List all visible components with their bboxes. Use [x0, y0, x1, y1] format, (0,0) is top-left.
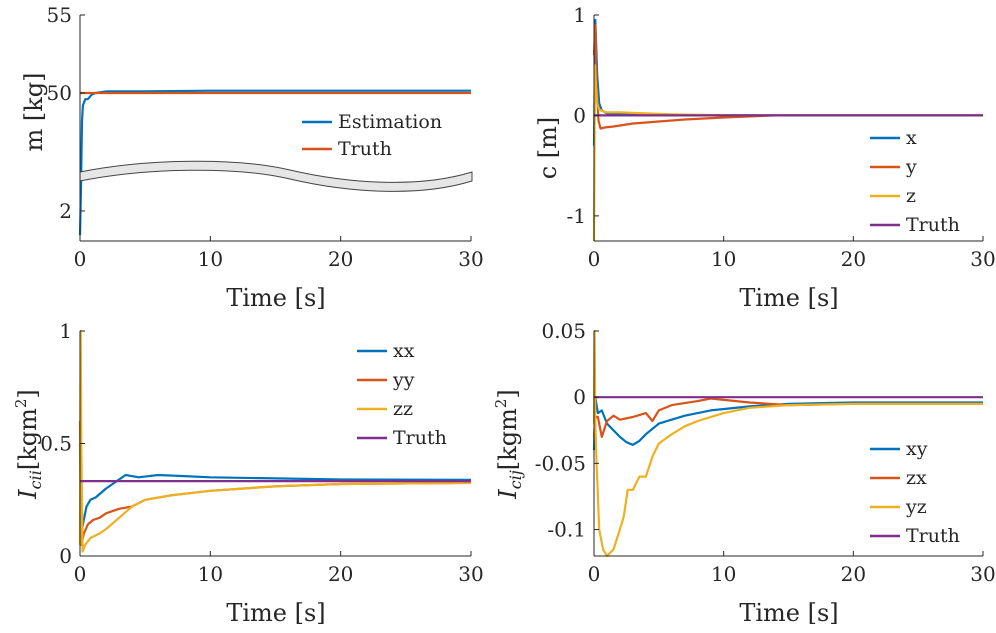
icii-y-label-sub: cii — [26, 470, 45, 489]
icij-y-label-unit: [kgm — [494, 408, 522, 470]
icij-legend-label-zx: zx — [906, 467, 927, 489]
icij-legend: xy zx yz Truth — [870, 438, 960, 547]
icij-x-ticks: 0 10 20 30 — [588, 551, 996, 586]
icii-legend-label-xx: xx — [393, 340, 415, 362]
icii-series-lines — [78, 329, 472, 553]
icij-legend-label-truth: Truth — [906, 525, 960, 547]
panel-mass: 0 10 20 30 55 50 2 Time [s] m [kg] Estimati… — [20, 3, 484, 312]
icij-xtick-30: 30 — [970, 562, 995, 586]
axis-break-band — [79, 160, 473, 192]
mass-series-estimation — [78, 89, 471, 236]
com-y-label: c [m] — [534, 117, 562, 180]
icii-legend-label-truth: Truth — [393, 427, 447, 449]
icij-series-zx — [592, 397, 983, 438]
mass-xtick-0: 0 — [74, 247, 87, 271]
mass-x-label: Time [s] — [226, 284, 325, 312]
com-legend-label-z: z — [906, 185, 916, 207]
icij-legend-label-yz: yz — [905, 496, 927, 518]
com-legend: xyz Truth — [870, 127, 960, 236]
mass-ytick-55: 55 — [47, 3, 72, 27]
mass-xtick-20: 20 — [328, 247, 353, 271]
icii-xtick-20: 20 — [328, 562, 353, 586]
icii-legend-label-yy: yy — [392, 369, 415, 391]
com-xtick-0: 0 — [588, 247, 601, 271]
icii-xtick-30: 30 — [458, 562, 483, 586]
com-y-ticks: 1 0 -1 — [567, 3, 599, 228]
mass-xtick-10: 10 — [198, 247, 223, 271]
mass-series-lines — [78, 89, 471, 236]
icij-y-label: Icij[kgm2] — [492, 389, 525, 499]
icij-y-label-close: ] — [494, 389, 522, 398]
com-series-x — [592, 18, 983, 146]
icii-y-ticks: 10.50 — [40, 319, 85, 568]
com-x-label: Time [s] — [739, 284, 838, 312]
icij-xtick-0: 0 — [588, 562, 601, 586]
icii-xtick-10: 10 — [198, 562, 223, 586]
icii-y-label-main: I — [14, 489, 42, 500]
com-xtick-20: 20 — [841, 247, 866, 271]
icii-legend-label-zz: zz — [393, 398, 413, 420]
icii-y-label-sup: 2 — [12, 399, 30, 409]
icij-y-label-sup: 2 — [492, 399, 510, 409]
icij-y-ticks: 0.05 0 -0.05 -0.1 — [535, 319, 599, 542]
com-legend-label-x: x — [906, 127, 917, 149]
icij-ytick-0: 0 — [573, 385, 586, 409]
icij-legend-label-xy: xy — [906, 438, 928, 460]
icij-series-xy — [592, 396, 983, 451]
com-ytick--1: -1 — [567, 204, 586, 228]
icij-series-lines — [592, 329, 983, 558]
icij-y-label-sub: cij — [506, 470, 525, 489]
panel-inertia-diagonal: 0 10 20 30 10.50 Time [s] Icii[kgm2] xxyyzz… — [12, 319, 484, 627]
icii-ytick-0: 0 — [59, 544, 72, 568]
com-series-lines — [592, 18, 983, 242]
com-ytick-1: 1 — [573, 3, 586, 27]
mass-xtick-30: 30 — [458, 247, 483, 271]
mass-y-label: m [kg] — [20, 72, 48, 151]
icii-ytick-0.5: 0.5 — [40, 432, 72, 456]
panel-inertia-offdiagonal: 0 10 20 30 0.05 0 -0.05 -0.1 Time [s] Icij[kgm… — [492, 319, 996, 627]
legend-label-estimation: Estimation — [338, 111, 442, 133]
icii-legend: xx yy zz Truth — [357, 340, 447, 449]
icij-x-label: Time [s] — [739, 599, 838, 627]
mass-ytick-2: 2 — [59, 199, 72, 223]
icii-y-label-unit: [kgm — [14, 408, 42, 470]
mass-x-ticks: 0 10 20 30 — [74, 236, 484, 271]
icij-ytick--0.1: -0.1 — [547, 518, 586, 542]
icii-y-label-close: ] — [14, 389, 42, 398]
icij-y-label-main: I — [494, 489, 522, 500]
icii-ytick-1: 1 — [59, 319, 72, 343]
icij-xtick-20: 20 — [841, 562, 866, 586]
icii-series-zz — [78, 329, 472, 553]
icii-xtick-0: 0 — [74, 562, 87, 586]
icii-x-label: Time [s] — [226, 599, 325, 627]
com-x-ticks: 0 10 20 30 — [588, 236, 996, 271]
icii-x-ticks: 0 10 20 30 — [74, 551, 484, 586]
com-xtick-10: 10 — [711, 247, 736, 271]
mass-ytick-50: 50 — [47, 81, 72, 105]
com-xtick-30: 30 — [970, 247, 995, 271]
icij-series-yz — [592, 329, 983, 558]
com-ytick-0: 0 — [573, 103, 586, 127]
icij-xtick-10: 10 — [711, 562, 736, 586]
icij-ytick--0.05: -0.05 — [535, 451, 586, 475]
com-legend-label-y: y — [905, 156, 917, 178]
com-legend-label-truth: Truth — [906, 214, 960, 236]
legend-label-truth: Truth — [338, 138, 392, 160]
icii-y-label: Icii[kgm2] — [12, 389, 45, 500]
icij-ytick-0.05: 0.05 — [541, 319, 586, 343]
icii-series-xx — [78, 443, 472, 535]
